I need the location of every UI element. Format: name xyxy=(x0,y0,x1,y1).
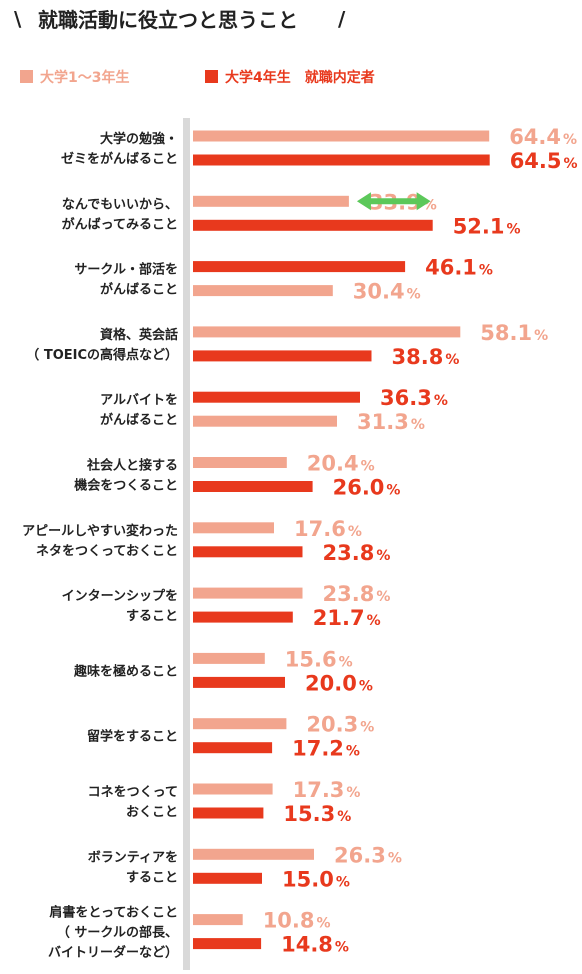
legend-label-4th-year: 大学4年生 就職内定者 xyxy=(225,69,375,86)
bar-4th-year-3 xyxy=(193,350,372,362)
legend-swatch-4th-year xyxy=(205,70,218,83)
bar-lower-years-12 xyxy=(193,914,243,926)
chart-title: 就職活動に役立つと思うこと xyxy=(38,8,298,32)
bar-4th-year-2 xyxy=(193,261,406,273)
value-label-lower-years-8: 15.6% xyxy=(285,647,353,671)
category-label-0-0: 大学の勉強・ xyxy=(100,131,178,147)
category-label-6-0: アピールしやすい変わった xyxy=(22,523,178,539)
value-label-4th-year-5: 26.0% xyxy=(333,476,401,500)
bar-lower-years-1 xyxy=(193,195,349,207)
value-label-lower-years-10: 17.3% xyxy=(293,778,361,802)
bar-4th-year-12 xyxy=(193,938,262,950)
category-label-4-0: アルバイトを xyxy=(100,393,178,408)
category-label-1-0: なんでもいいから、 xyxy=(62,197,178,212)
value-label-4th-year-10: 15.3% xyxy=(283,802,351,826)
bar-lower-years-8 xyxy=(193,652,265,664)
bar-4th-year-5 xyxy=(193,481,313,492)
value-label-4th-year-3: 38.8% xyxy=(392,345,460,369)
bar-lower-years-9 xyxy=(193,718,287,730)
category-label-10-0: コネをつくって xyxy=(88,785,178,800)
bar-4th-year-10 xyxy=(193,807,264,819)
category-label-6-1: ネタをつくっておくこと xyxy=(36,544,178,559)
value-label-4th-year-8: 20.0% xyxy=(305,671,373,695)
value-label-lower-years-0: 64.4% xyxy=(509,125,577,149)
axis-line xyxy=(183,118,190,970)
value-label-lower-years-3: 58.1% xyxy=(480,321,548,345)
legend-swatch-lower-years xyxy=(20,70,33,83)
value-label-lower-years-11: 26.3% xyxy=(334,843,402,867)
category-label-2-1: がんばること xyxy=(100,282,178,298)
bar-4th-year-0 xyxy=(193,154,490,166)
bar-4th-year-7 xyxy=(193,611,293,623)
category-label-5-1: 機会をつくること xyxy=(74,478,178,494)
category-label-3-0: 資格、英会話 xyxy=(100,327,178,343)
category-label-3-1: （ TOEICの高得点など） xyxy=(26,347,178,363)
double-arrow-icon xyxy=(356,192,431,211)
value-label-lower-years-7: 23.8% xyxy=(323,582,391,606)
category-label-11-0: ボランティアを xyxy=(88,849,178,865)
value-label-4th-year-2: 46.1% xyxy=(425,256,493,280)
bar-lower-years-7 xyxy=(193,587,303,599)
bar-4th-year-11 xyxy=(193,872,262,884)
value-label-lower-years-12: 10.8% xyxy=(263,909,331,933)
bar-lower-years-3 xyxy=(193,326,461,338)
category-label-5-0: 社会人と接する xyxy=(86,458,178,474)
value-label-4th-year-12: 14.8% xyxy=(281,933,349,957)
category-label-9-0: 留学をすること xyxy=(87,729,178,745)
value-label-4th-year-1: 52.1% xyxy=(453,214,521,238)
category-label-7-0: インターンシップを xyxy=(62,589,178,604)
value-label-lower-years-2: 30.4% xyxy=(353,280,421,304)
category-label-0-1: ゼミをがんばること xyxy=(61,151,178,167)
title-deco-left: \ xyxy=(14,7,22,31)
bar-lower-years-11 xyxy=(193,848,314,860)
bar-4th-year-4 xyxy=(193,391,360,403)
value-label-4th-year-7: 21.7% xyxy=(313,606,381,630)
bar-4th-year-8 xyxy=(193,676,285,688)
category-label-8-0: 趣味を極めること xyxy=(73,663,178,679)
value-label-4th-year-11: 15.0% xyxy=(282,867,350,891)
bar-lower-years-2 xyxy=(193,285,333,297)
category-label-12-0: 肩書をとっておくこと xyxy=(49,905,178,921)
bar-lower-years-0 xyxy=(193,130,490,142)
value-label-lower-years-5: 20.4% xyxy=(307,452,375,476)
bar-lower-years-4 xyxy=(193,415,337,427)
category-label-1-1: がんばってみること xyxy=(62,216,178,232)
value-label-lower-years-6: 17.6% xyxy=(294,517,362,541)
category-label-10-1: おくこと xyxy=(126,805,178,820)
chart-header: \ 就職活動に役立つと思うこと / xyxy=(14,7,346,32)
category-label-7-1: すること xyxy=(126,609,178,624)
bar-lower-years-10 xyxy=(193,783,273,795)
category-labels: 大学の勉強・ゼミをがんばることなんでもいいから、がんばってみることサークル・部活… xyxy=(22,131,178,961)
category-label-4-1: がんばること xyxy=(100,412,178,428)
value-label-4th-year-9: 17.2% xyxy=(292,737,360,761)
highlight-arrow xyxy=(356,192,431,211)
bar-4th-year-1 xyxy=(193,219,433,231)
value-labels: 64.4%64.5%33.9%52.1%46.1%30.4%58.1%38.8%… xyxy=(263,125,578,957)
category-label-12-2: バイトリーダーなど） xyxy=(48,945,178,961)
category-label-11-1: すること xyxy=(126,870,178,885)
bar-4th-year-9 xyxy=(193,742,273,754)
category-label-2-0: サークル・部活を xyxy=(74,262,178,278)
value-label-4th-year-0: 64.5% xyxy=(510,149,578,173)
bars xyxy=(193,130,490,950)
legend: 大学1〜3年生 大学4年生 就職内定者 xyxy=(20,69,375,86)
title-deco-right: / xyxy=(338,7,346,31)
bar-lower-years-6 xyxy=(193,522,274,534)
value-label-4th-year-6: 23.8% xyxy=(323,541,391,565)
bar-lower-years-5 xyxy=(193,457,287,468)
value-label-lower-years-9: 20.3% xyxy=(306,713,374,737)
category-label-12-1: （ サークルの部長、 xyxy=(57,925,178,941)
legend-label-lower-years: 大学1〜3年生 xyxy=(40,69,129,86)
value-label-4th-year-4: 36.3% xyxy=(380,386,448,410)
value-label-lower-years-4: 31.3% xyxy=(357,410,425,434)
bar-4th-year-6 xyxy=(193,546,303,558)
